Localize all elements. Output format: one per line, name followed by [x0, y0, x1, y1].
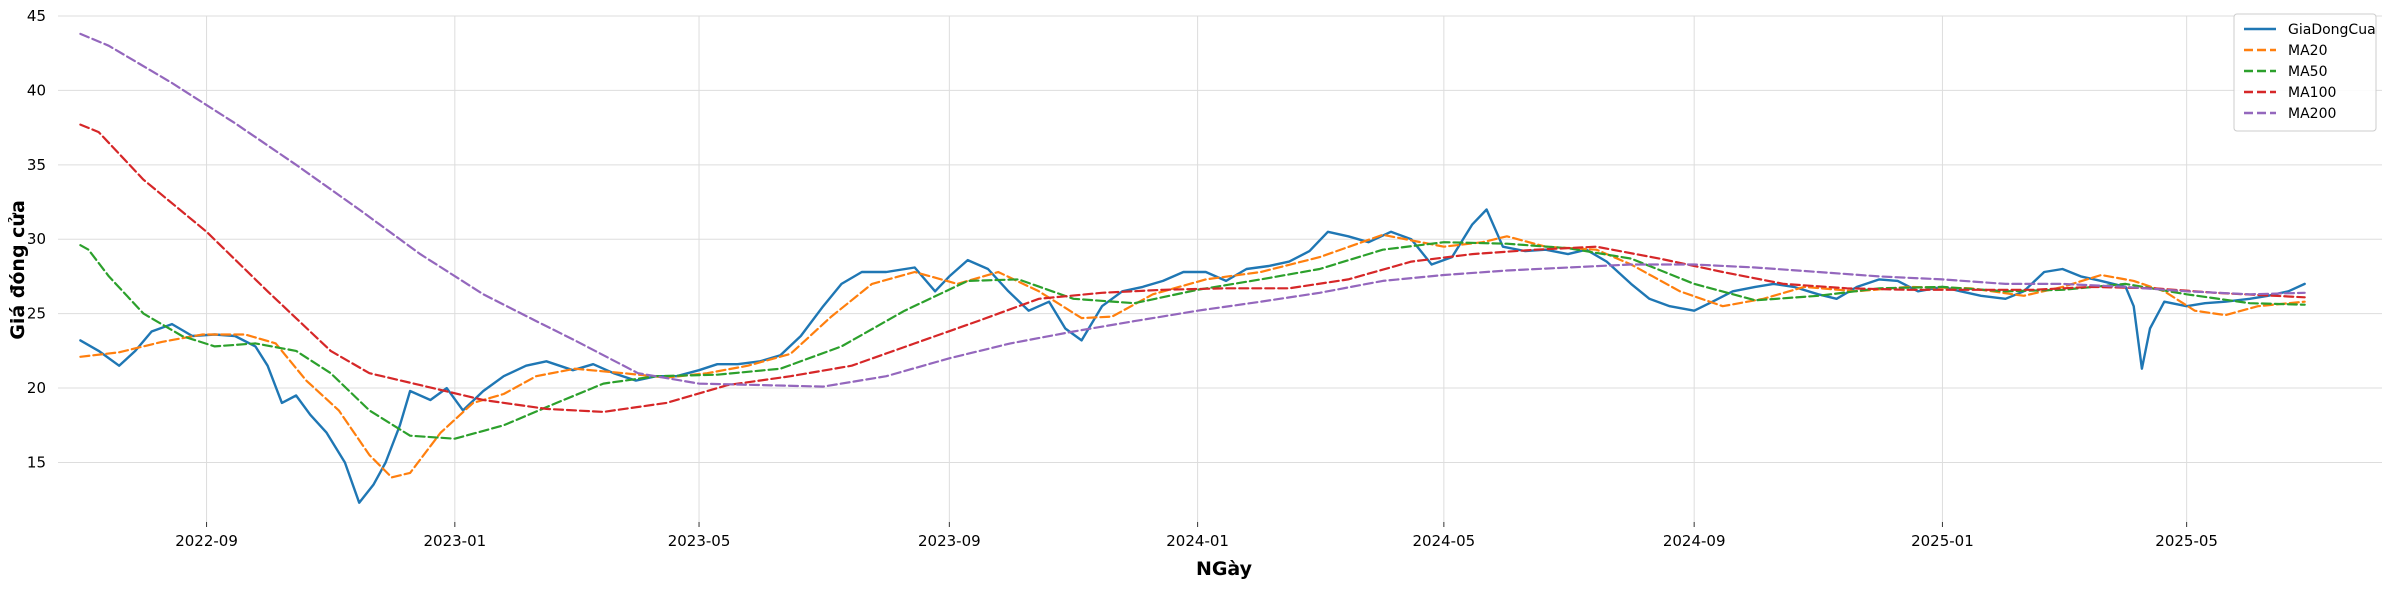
grid — [58, 15, 2382, 522]
legend: GiaDongCua MA20 MA50 MA100 MA200 — [2233, 13, 2377, 132]
y-tick-label: 15 — [27, 453, 46, 471]
y-axis-ticks: 15 20 25 30 35 40 45 — [27, 7, 46, 471]
y-tick-label: 40 — [27, 81, 46, 99]
series-layer — [79, 32, 2306, 504]
y-tick-label: 30 — [27, 230, 46, 248]
x-tick-label: 2023-01 — [423, 532, 486, 550]
y-tick-label: 35 — [27, 156, 46, 174]
x-tick-label: 2023-09 — [918, 532, 981, 550]
x-tick-label: 2023-05 — [668, 532, 731, 550]
x-tick-label: 2025-05 — [2155, 532, 2218, 550]
y-tick-label: 20 — [27, 379, 46, 397]
legend-box — [2233, 13, 2377, 132]
y-axis-title: Giá đóng cửa — [7, 200, 29, 340]
legend-label: MA20 — [2288, 43, 2327, 59]
legend-label: MA200 — [2288, 106, 2336, 122]
legend-label: GiaDongCua — [2288, 22, 2376, 38]
x-axis-title: NGày — [1196, 558, 1253, 580]
x-tick-label: 2022-09 — [175, 532, 238, 550]
x-tick-label: 2024-09 — [1663, 532, 1726, 550]
x-tick-label: 2025-01 — [1911, 532, 1974, 550]
x-axis-ticks: 2022-09 2023-01 2023-05 2023-09 2024-01 2024-… — [175, 522, 2218, 550]
y-tick-label: 45 — [27, 7, 46, 25]
x-tick-label: 2024-05 — [1413, 532, 1476, 550]
legend-label: MA50 — [2288, 64, 2327, 80]
series-line-ma200 — [79, 32, 2306, 388]
legend-label: MA100 — [2288, 85, 2336, 101]
y-tick-label: 25 — [27, 305, 46, 323]
series-line-giadongcua — [79, 208, 2306, 504]
series-line-ma100 — [79, 123, 2306, 413]
x-tick-label: 2024-01 — [1166, 532, 1229, 550]
series-line-ma50 — [79, 241, 2306, 440]
